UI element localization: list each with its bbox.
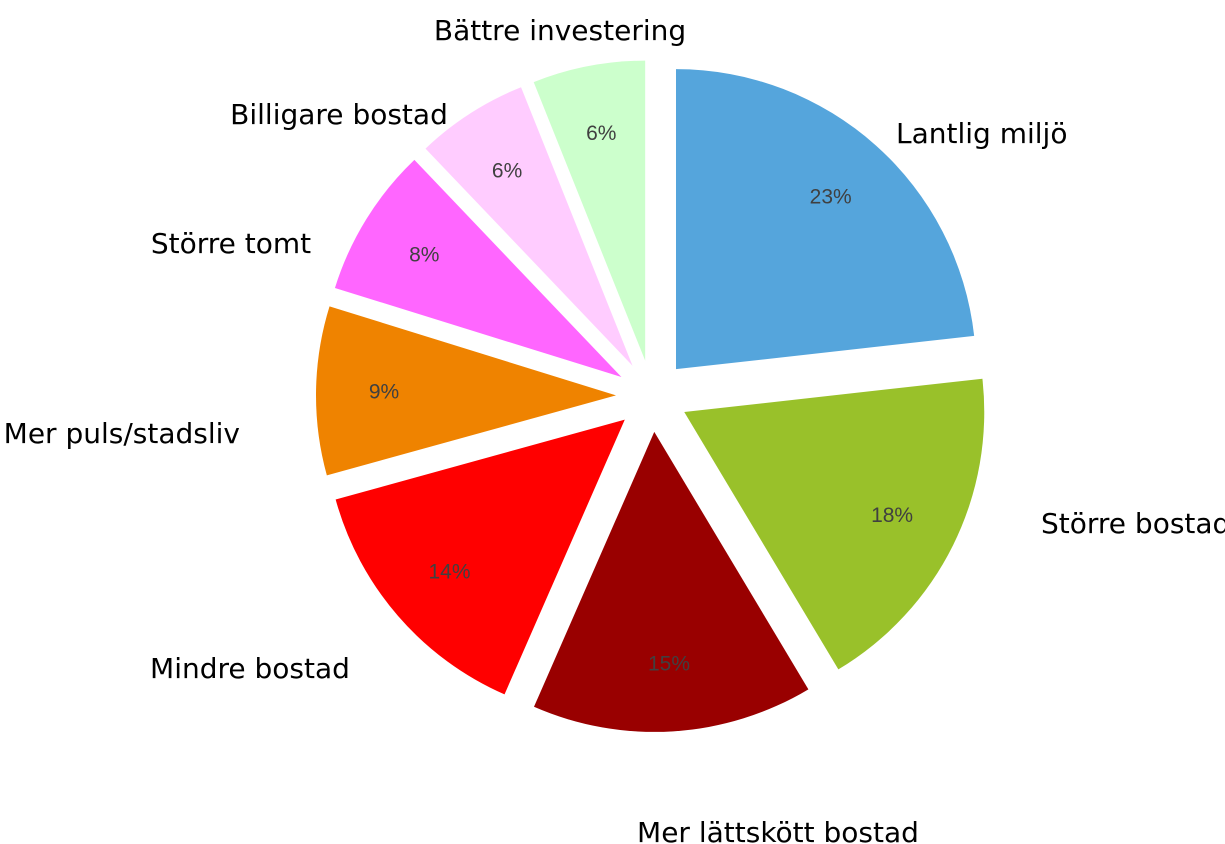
- pie-slice: [676, 69, 975, 370]
- slice-percent-label: 14%: [428, 561, 470, 584]
- slice-category-label: Mer lättskött bostad: [637, 816, 919, 844]
- slice-category-label: Bättre investering: [434, 14, 686, 47]
- slice-category-label: Större tomt: [151, 227, 311, 260]
- percent-labels: 23% 18% 15% 14% 9% 8% 6% 6%: [369, 122, 913, 676]
- category-labels: Lantlig miljö Större bostad Mer lättskött …: [4, 14, 1225, 844]
- slice-percent-label: 6%: [586, 122, 616, 145]
- slice-percent-label: 9%: [369, 381, 399, 404]
- pie-slices: [316, 60, 985, 732]
- slice-category-label: Mer puls/stadsliv: [4, 417, 240, 450]
- pie-slice: [684, 378, 985, 670]
- slice-percent-label: 6%: [492, 160, 522, 183]
- pie-slice: [335, 419, 625, 695]
- slice-percent-label: 23%: [810, 185, 852, 208]
- slice-percent-label: 18%: [871, 504, 913, 527]
- slice-percent-label: 8%: [409, 244, 439, 267]
- pie-slice: [316, 306, 616, 476]
- slice-category-label: Större bostad: [1041, 507, 1225, 540]
- pie-slice: [534, 431, 809, 732]
- pie-slice: [425, 87, 633, 366]
- pie-slice: [533, 60, 646, 361]
- slice-category-label: Billigare bostad: [230, 98, 448, 131]
- slice-percent-label: 15%: [648, 653, 690, 676]
- slice-category-label: Lantlig miljö: [896, 117, 1067, 150]
- slice-category-label: Mindre bostad: [150, 652, 350, 685]
- pie-slice: [334, 159, 622, 378]
